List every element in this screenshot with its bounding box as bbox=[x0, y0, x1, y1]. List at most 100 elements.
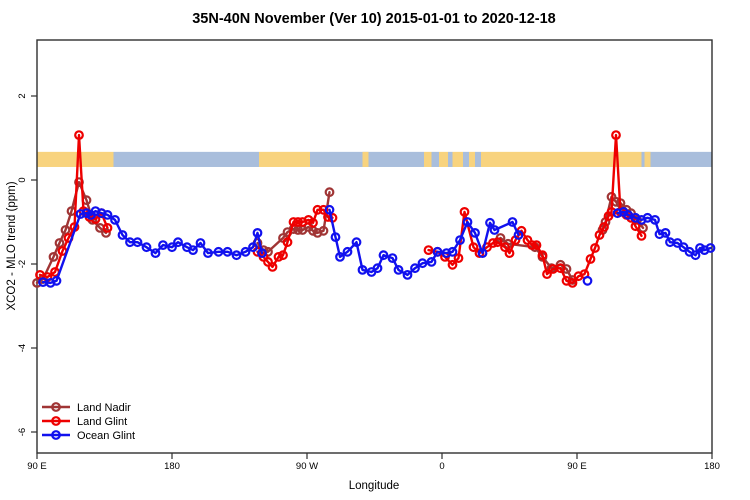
ocean-glint-point bbox=[455, 235, 465, 246]
ocean-glint-point bbox=[188, 245, 198, 256]
land-glint-point bbox=[492, 237, 503, 248]
land-glint-point bbox=[267, 262, 278, 272]
land-glint-point bbox=[611, 130, 621, 141]
ocean-glint-legend-marker bbox=[51, 430, 61, 440]
land-ocean-band bbox=[37, 151, 712, 167]
ocean-glint-point bbox=[393, 265, 404, 275]
land-glint-point bbox=[488, 238, 498, 248]
band-segment-ocean bbox=[113, 151, 259, 167]
land-glint-point bbox=[555, 263, 566, 274]
land-nadir-point bbox=[60, 225, 71, 235]
plot-box bbox=[36, 39, 713, 454]
x-tick-label: 0 bbox=[439, 461, 444, 472]
band-segment-land bbox=[644, 151, 651, 167]
legend-item-ocean-glint: Ocean Glint bbox=[42, 430, 135, 442]
ocean-glint-point bbox=[612, 208, 623, 219]
land-glint-point bbox=[288, 217, 299, 227]
ocean-glint-point bbox=[195, 238, 206, 248]
land-glint-point bbox=[273, 251, 284, 262]
ocean-glint-point bbox=[167, 242, 177, 253]
ocean-glint-point bbox=[441, 248, 452, 259]
land-glint-point bbox=[599, 222, 609, 232]
legend-item-land-glint: Land Glint bbox=[42, 416, 127, 428]
ocean-glint-point bbox=[173, 237, 183, 248]
land-nadir-point bbox=[101, 227, 111, 238]
ocean-glint-point bbox=[240, 246, 251, 257]
ocean-glint-point bbox=[248, 242, 258, 253]
ocean-glint-point bbox=[158, 240, 168, 251]
land-glint-line bbox=[38, 133, 109, 279]
land-nadir-point bbox=[54, 238, 65, 248]
y-tick-label: -2 bbox=[17, 260, 28, 268]
y-axis-title: XCO2 - MLO trend (ppm) bbox=[6, 181, 18, 310]
land-nadir-point bbox=[318, 225, 329, 236]
ocean-glint-point bbox=[257, 248, 267, 259]
plot-border bbox=[36, 39, 713, 454]
x-tick-label: 90 E bbox=[27, 461, 47, 472]
land-glint-point bbox=[468, 242, 479, 253]
ocean-glint-point bbox=[485, 217, 495, 228]
band-segment-ocean bbox=[463, 151, 469, 167]
ocean-glint-point bbox=[432, 246, 443, 257]
ocean-glint-point bbox=[324, 204, 335, 215]
ocean-glint-point bbox=[96, 208, 107, 219]
y-tick-label: -4 bbox=[17, 344, 28, 352]
legend-label-land-nadir: Land Nadir bbox=[77, 402, 131, 414]
band-segment-land bbox=[37, 151, 114, 167]
land-glint-point bbox=[504, 248, 515, 259]
ocean-glint-series bbox=[38, 204, 716, 288]
land-glint-point bbox=[453, 253, 464, 264]
land-glint-point bbox=[500, 242, 510, 253]
land-glint-point bbox=[308, 217, 318, 228]
y-tick-label: 2 bbox=[17, 93, 28, 98]
ocean-glint-point bbox=[489, 225, 500, 235]
ocean-glint-point bbox=[141, 242, 152, 253]
ocean-glint-point bbox=[470, 227, 480, 238]
ocean-glint-point bbox=[462, 217, 473, 227]
ocean-glint-point bbox=[378, 250, 389, 261]
ocean-glint-point bbox=[110, 214, 120, 225]
land-glint-point bbox=[585, 254, 596, 264]
land-glint-point bbox=[636, 230, 647, 241]
ocean-glint-point bbox=[705, 243, 716, 253]
ocean-glint-point bbox=[203, 248, 213, 259]
ocean-glint-point bbox=[387, 253, 398, 264]
land-glint-point bbox=[282, 237, 293, 248]
ocean-glint-point bbox=[222, 246, 233, 257]
legend-item-land-nadir: Land Nadir bbox=[42, 402, 131, 414]
land-glint-point bbox=[567, 278, 578, 288]
ocean-glint-point bbox=[447, 246, 458, 257]
band-segment-land bbox=[424, 151, 432, 167]
ocean-glint-point bbox=[582, 275, 593, 286]
band-segment-ocean bbox=[475, 151, 481, 167]
land-glint-point bbox=[278, 250, 288, 261]
land-glint-point bbox=[594, 230, 605, 240]
x-tick-label: 180 bbox=[704, 461, 720, 472]
ocean-glint-point bbox=[650, 214, 660, 225]
ocean-glint-point bbox=[342, 246, 353, 257]
land-glint-point bbox=[293, 217, 303, 227]
y-tick-label: -6 bbox=[17, 428, 28, 436]
band-segment-land bbox=[452, 151, 463, 167]
band-segment-ocean bbox=[431, 151, 439, 167]
land-nadir-point bbox=[48, 251, 59, 262]
land-glint-point bbox=[606, 206, 617, 217]
land-glint-point bbox=[318, 204, 329, 215]
ocean-glint-point bbox=[81, 208, 92, 219]
land-glint-point bbox=[102, 222, 113, 233]
ocean-glint-point bbox=[372, 263, 383, 274]
ocean-glint-point bbox=[660, 227, 671, 238]
ocean-glint-point bbox=[477, 248, 488, 259]
band-segment-land bbox=[362, 151, 369, 167]
land-glint-point bbox=[542, 269, 552, 280]
x-axis-title: Longitude bbox=[349, 480, 400, 492]
land-glint-point bbox=[459, 206, 470, 217]
legend: Land Nadir Land Glint Ocean Glint bbox=[42, 402, 135, 442]
land-glint-point bbox=[531, 240, 542, 251]
ocean-glint-point bbox=[507, 217, 518, 227]
ocean-glint-point bbox=[690, 250, 701, 261]
land-nadir-point bbox=[561, 264, 572, 274]
land-nadir-point bbox=[324, 187, 335, 198]
